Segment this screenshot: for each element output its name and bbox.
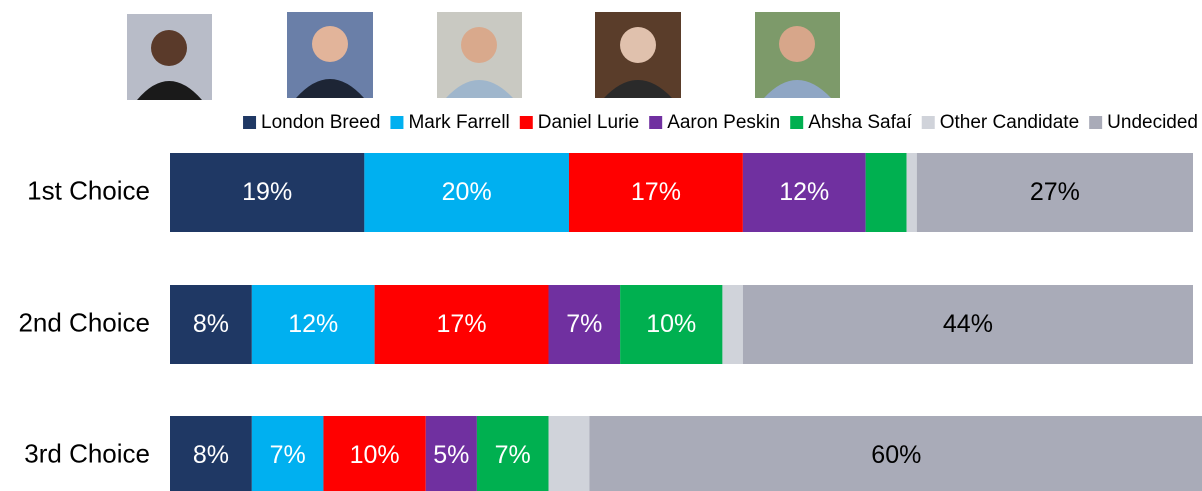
value-label: 17%	[437, 310, 487, 338]
candidate-photo	[127, 14, 212, 100]
bar-segment	[170, 416, 252, 491]
candidate-photo	[755, 12, 840, 98]
candidate-photo	[287, 12, 373, 98]
value-label: 8%	[193, 310, 229, 338]
legend-swatch	[390, 116, 404, 129]
bar-segment	[251, 416, 324, 491]
value-label: 27%	[1030, 178, 1080, 206]
candidate-photo	[437, 12, 522, 98]
bar-segment	[568, 153, 743, 232]
value-label: 20%	[442, 178, 492, 206]
bar-segment	[742, 153, 866, 232]
legend-label: Daniel Lurie	[538, 112, 639, 133]
bar-segment	[476, 416, 549, 491]
bar-segment	[548, 285, 621, 364]
value-label: 19%	[242, 178, 292, 206]
legend-label: London Breed	[261, 112, 380, 133]
bar-segment	[251, 285, 375, 364]
bar-segment	[620, 285, 723, 364]
legend-swatch	[243, 116, 257, 129]
legend-label: Undecided	[1107, 112, 1198, 133]
value-label: 44%	[943, 310, 993, 338]
bar-segment	[589, 416, 1202, 491]
value-label: 60%	[871, 441, 921, 469]
legend-swatch	[519, 116, 533, 129]
bar-segment	[374, 285, 549, 364]
candidate-photo	[595, 12, 681, 98]
bar-segment	[425, 416, 477, 491]
bars: 1st Choice 19% 20% 17% 12% 27% 2nd Choice 8% 12%…	[18, 153, 1202, 491]
bar-segment	[865, 153, 907, 232]
value-label: 12%	[288, 310, 338, 338]
value-label: 7%	[566, 310, 602, 338]
legend-label: Mark Farrell	[408, 112, 509, 133]
legend-swatch	[1089, 116, 1103, 129]
bar-segment	[364, 153, 569, 232]
value-label: 10%	[646, 310, 696, 338]
value-label: 10%	[350, 441, 400, 469]
bar-segment	[323, 416, 426, 491]
value-label: 12%	[779, 178, 829, 206]
value-label: 7%	[495, 441, 531, 469]
bar-segment	[916, 153, 1193, 232]
value-label: 5%	[433, 441, 469, 469]
bar-segment	[170, 153, 365, 232]
value-label: 8%	[193, 441, 229, 469]
category-label: 2nd Choice	[18, 307, 150, 337]
bar-segment	[548, 416, 590, 491]
candidate-photos	[127, 12, 840, 100]
value-label: 17%	[631, 178, 681, 206]
legend-label: Other Candidate	[940, 112, 1079, 133]
legend-swatch	[790, 116, 804, 129]
bar-segment	[906, 153, 917, 232]
legend-swatch	[921, 116, 935, 129]
value-label: 7%	[270, 441, 306, 469]
category-label: 1st Choice	[27, 175, 150, 205]
legend-label: Aaron Peskin	[667, 112, 780, 133]
legend-swatch	[649, 116, 663, 129]
category-label: 3rd Choice	[24, 438, 150, 468]
bar-segment	[742, 285, 1193, 364]
bar-segment	[170, 285, 252, 364]
legend-label: Ahsha Safaí	[808, 112, 912, 133]
bar-segment	[722, 285, 743, 364]
legend: London Breed Mark Farrell Daniel Lurie Aaro…	[243, 112, 1198, 133]
